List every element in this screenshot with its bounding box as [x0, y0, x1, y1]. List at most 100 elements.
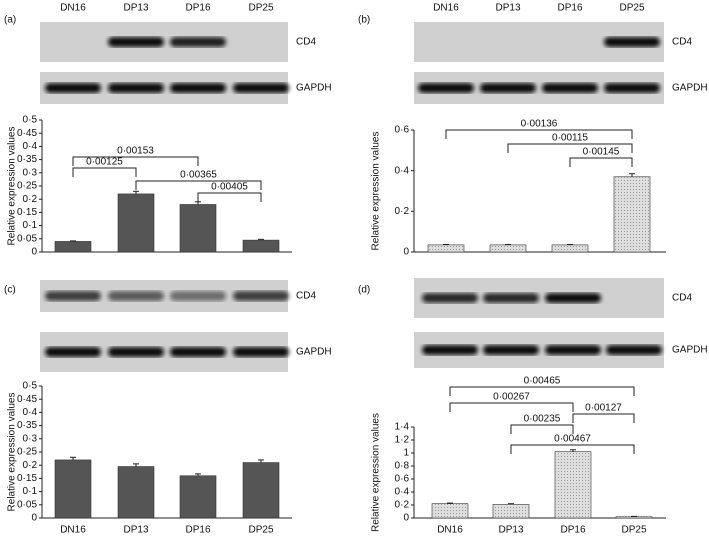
panel: (b) CD4 GAPDH 0 0·2 0·4 0·6 Relative expression…	[358, 3, 708, 258]
blot-band	[422, 345, 478, 355]
y-tick-label: 0·2	[395, 500, 410, 511]
y-tick-label: 0·45	[17, 394, 37, 405]
y-tick-label: 0·3	[23, 167, 38, 178]
category-label: DP25	[248, 525, 273, 536]
y-tick-label: 0·5	[23, 115, 38, 126]
blot-band	[545, 293, 601, 303]
panel-label: (a)	[4, 15, 16, 26]
blot-label: CD4	[296, 291, 316, 302]
bar-pattern	[555, 451, 591, 518]
category-label: DN16	[433, 3, 459, 14]
bar-pattern	[490, 244, 526, 252]
p-value-label: 0·00465	[524, 376, 561, 387]
blot-band	[45, 291, 101, 301]
y-axis-title: Relative expression values	[7, 127, 18, 246]
panel-label: (b)	[358, 15, 370, 26]
significance-bracket	[507, 143, 633, 153]
blot-label: GAPDH	[296, 347, 332, 358]
y-tick-label: 0·4	[23, 141, 38, 152]
y-tick-label: 1·2	[395, 435, 410, 446]
y-tick-label: 0·45	[17, 128, 37, 139]
p-value-label: 0·00267	[493, 392, 530, 403]
p-value-label: 0·00153	[117, 146, 154, 157]
bar	[242, 239, 280, 253]
blot-band	[604, 83, 660, 93]
blot-band	[108, 291, 164, 301]
bar	[117, 193, 155, 253]
y-tick-label: 0·6	[395, 474, 410, 485]
bar	[179, 475, 217, 519]
p-value-label: 0·00467	[554, 434, 591, 445]
y-tick-label: 0·4	[395, 487, 410, 498]
blot-band	[108, 83, 164, 93]
blot-band	[483, 293, 539, 303]
p-value-label: 0·00127	[585, 403, 622, 414]
blot-label: CD4	[296, 37, 316, 48]
bar-pattern	[616, 516, 652, 518]
panel-label: (c)	[4, 285, 16, 296]
category-label: DP16	[185, 3, 210, 14]
y-tick-label: 0·4	[395, 165, 410, 176]
p-value-label: 0·00405	[211, 182, 248, 193]
category-label: DP16	[185, 525, 210, 536]
significance-bracket	[72, 156, 199, 166]
significance-bracket	[510, 444, 635, 454]
panel: (a) CD4 GAPDH 0 0·05 0·1 0·15 0·2 0·25 0·3 0·35 0·4…	[4, 3, 332, 258]
blot-band	[170, 347, 226, 357]
category-label: DN16	[60, 525, 86, 536]
blot-band	[45, 347, 101, 357]
blot-band	[418, 83, 474, 93]
panel: (c) CD4 GAPDH 0 0·05 0·1 0·15 0·2 0·25 0·3 0·35 0·4…	[4, 280, 332, 536]
p-value-label: 0·00365	[180, 170, 217, 181]
bar	[117, 466, 155, 519]
blot-band	[233, 291, 289, 301]
y-tick-label: 0·15	[17, 473, 37, 484]
blot-band	[422, 293, 478, 303]
blot-band	[45, 83, 101, 93]
bar	[54, 459, 92, 519]
bar	[179, 204, 217, 253]
blot-band	[108, 37, 164, 47]
p-value-label: 0·00125	[86, 157, 123, 168]
blot-band	[542, 83, 598, 93]
blot-band	[483, 345, 539, 355]
significance-bracket	[510, 424, 574, 434]
y-tick-label: 1·4	[395, 422, 410, 433]
category-label: DP13	[123, 525, 148, 536]
y-tick-label: 0·25	[17, 181, 37, 192]
y-tick-label: 0·8	[395, 461, 410, 472]
significance-bracket	[135, 180, 262, 190]
y-tick-label: 1	[403, 448, 409, 459]
blot-band	[233, 347, 289, 357]
significance-bracket	[572, 413, 635, 423]
blot-band	[480, 83, 536, 93]
blot-band	[170, 291, 226, 301]
bar-pattern	[614, 176, 650, 252]
y-tick-label: 0·05	[17, 499, 37, 510]
blot-label: GAPDH	[672, 345, 708, 356]
blot-band	[170, 37, 226, 47]
bar-pattern	[552, 244, 588, 252]
y-tick-label: 0·2	[395, 206, 410, 217]
significance-bracket	[449, 386, 635, 396]
blot-label: CD4	[672, 37, 692, 48]
y-tick-label: 0·35	[17, 420, 37, 431]
y-tick-label: 0·1	[23, 486, 38, 497]
p-value-label: 0·00145	[583, 147, 620, 158]
significance-bracket	[445, 129, 633, 139]
y-tick-label: 0	[31, 247, 37, 258]
blot-label: GAPDH	[672, 83, 708, 94]
blot-label: GAPDH	[296, 83, 332, 94]
blot-band	[604, 37, 660, 47]
blot-band	[170, 83, 226, 93]
y-tick-label: 0·35	[17, 154, 37, 165]
blot-band	[545, 345, 601, 355]
category-label: DP13	[495, 3, 520, 14]
y-tick-label: 0·05	[17, 233, 37, 244]
y-tick-label: 0·3	[23, 433, 38, 444]
bar-pattern	[428, 244, 464, 252]
category-label: DP13	[498, 525, 523, 536]
p-value-label: 0·00235	[524, 414, 561, 425]
p-value-label: 0·00136	[521, 119, 558, 130]
